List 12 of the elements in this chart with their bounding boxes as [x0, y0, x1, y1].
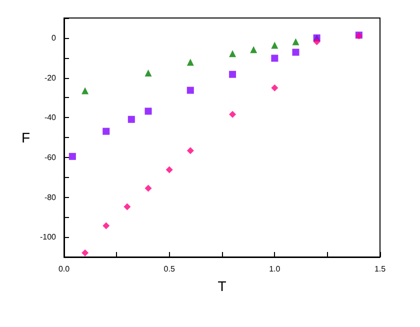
x-tick-label: 1.5: [374, 264, 386, 274]
y-tick-label: -20: [44, 73, 57, 82]
y-tick-label: -60: [44, 152, 57, 162]
x-tick-label: 0.5: [164, 264, 176, 274]
y-tick-label: -80: [44, 192, 57, 202]
x-axis-title: T: [218, 278, 227, 294]
y-tick-label: 0: [52, 33, 57, 42]
y-axis-title: F: [21, 130, 30, 146]
y-tick-label: -100: [40, 232, 57, 242]
y-tick-label: -40: [44, 113, 57, 122]
x-tick-label: 0.0: [58, 264, 70, 274]
x-tick-label: 1.0: [269, 264, 281, 274]
